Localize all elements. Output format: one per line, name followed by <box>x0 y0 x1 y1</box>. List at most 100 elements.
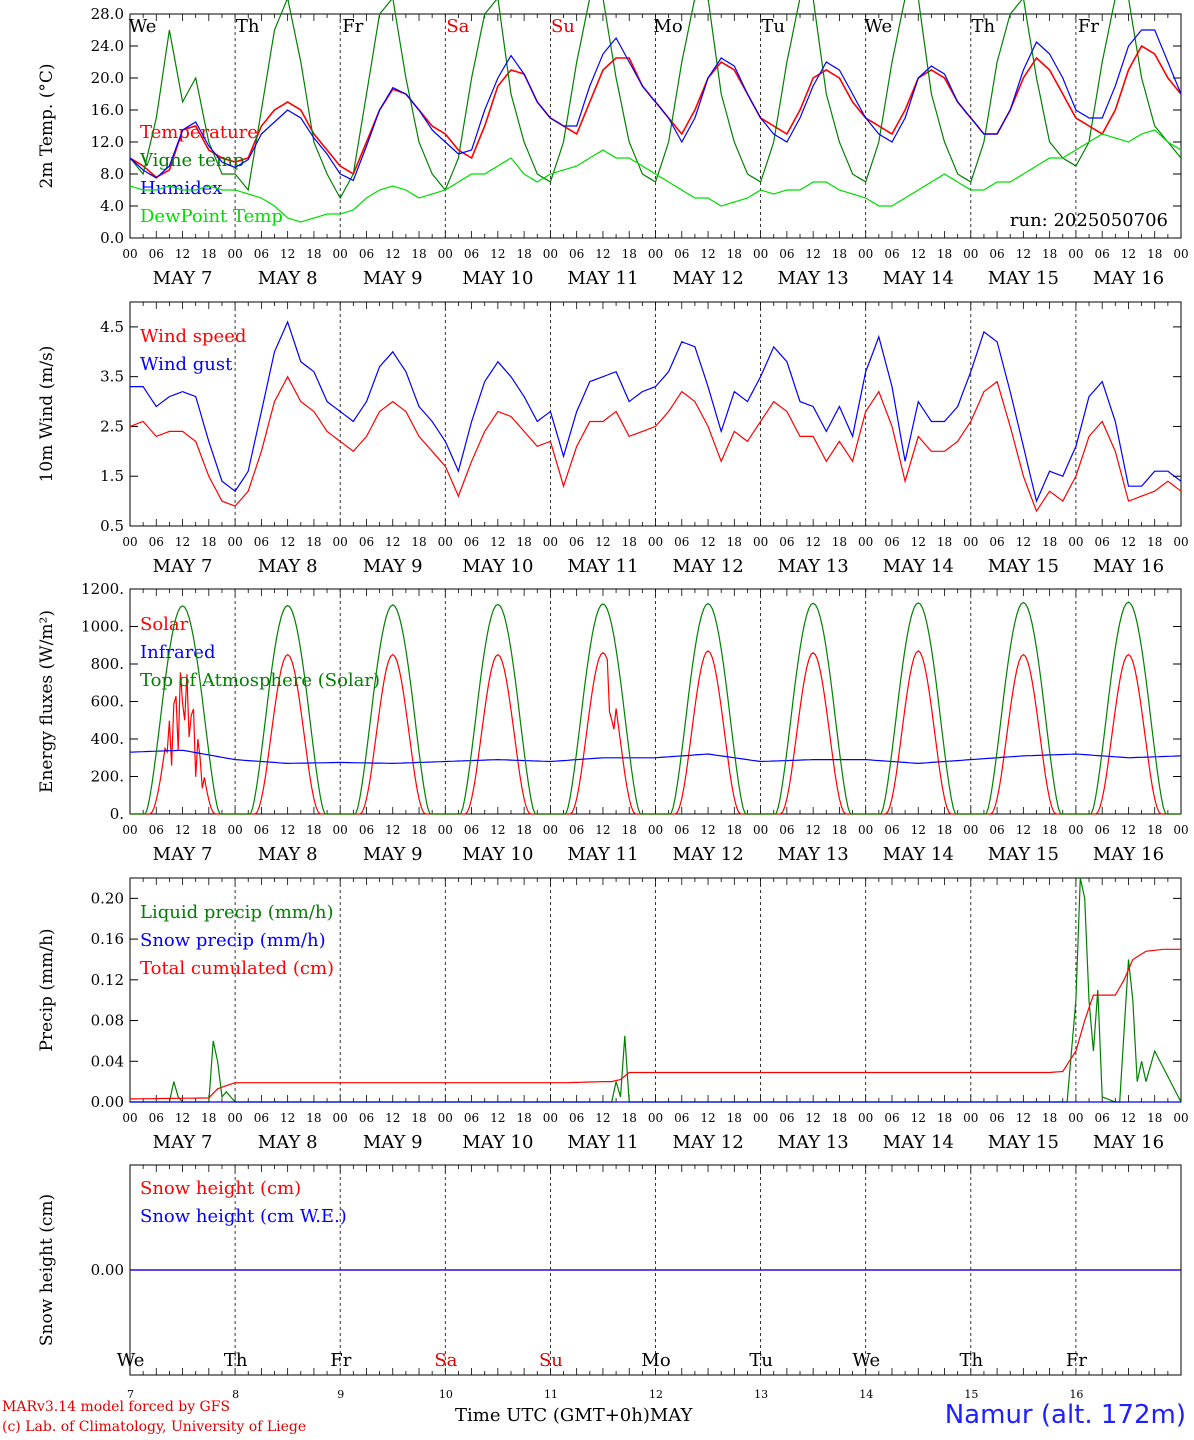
hour-tick-label: 00 <box>438 247 453 261</box>
hour-tick-label: 00 <box>227 535 242 549</box>
day-name-bottom: Tu <box>749 1350 773 1371</box>
y-axis-label: Precip (mm/h) <box>37 928 57 1051</box>
hour-tick-label: 06 <box>779 247 794 261</box>
hour-tick-label: 18 <box>516 1111 531 1125</box>
date-label: MAY 8 <box>258 844 318 865</box>
y-tick-label: 0.08 <box>91 1012 124 1030</box>
hour-tick-label: 18 <box>1042 1111 1057 1125</box>
hour-tick-label: 06 <box>359 1111 374 1125</box>
hour-tick-label: 00 <box>543 247 558 261</box>
hour-tick-label: 18 <box>1147 535 1162 549</box>
date-label: MAY 11 <box>567 556 638 577</box>
hour-tick-label: 18 <box>411 823 426 837</box>
date-label: MAY 13 <box>778 844 849 865</box>
hour-tick-label: 00 <box>227 1111 242 1125</box>
hour-tick-label: 18 <box>516 535 531 549</box>
date-label: MAY 10 <box>462 1132 533 1153</box>
panel-frame-1 <box>129 13 1182 239</box>
date-label: MAY 16 <box>1093 268 1164 289</box>
legend-snow-precip-mm-h: Snow precip (mm/h) <box>140 930 326 951</box>
date-label: MAY 14 <box>883 556 954 577</box>
hour-tick-label: 06 <box>674 823 689 837</box>
hour-tick-label: 06 <box>464 1111 479 1125</box>
series-vigne-temp <box>129 0 1182 200</box>
day-name-bottom: Mo <box>641 1350 670 1371</box>
hour-tick-label: 18 <box>306 1111 321 1125</box>
hour-tick-label: 12 <box>700 823 715 837</box>
hour-tick-label: 00 <box>227 247 242 261</box>
legend-top-of-atmosphere-solar: Top of Atmosphere (Solar) <box>140 670 380 691</box>
hour-tick-label: 12 <box>911 1111 926 1125</box>
day-number: 16 <box>1069 1388 1083 1401</box>
date-label: MAY 12 <box>672 268 743 289</box>
hour-tick-label: 00 <box>333 823 348 837</box>
hour-tick-label: 00 <box>333 535 348 549</box>
hour-tick-label: 12 <box>700 535 715 549</box>
hour-tick-label: 12 <box>911 535 926 549</box>
hour-tick-label: 06 <box>359 823 374 837</box>
hour-tick-label: 12 <box>700 1111 715 1125</box>
day-name-bottom: We <box>852 1350 880 1371</box>
hour-tick-label: 12 <box>1016 823 1031 837</box>
y-tick-label: 1200. <box>81 580 124 598</box>
hour-tick-label: 06 <box>254 247 269 261</box>
y-tick-label: 0.16 <box>91 930 124 948</box>
hour-tick-label: 06 <box>884 535 899 549</box>
hour-tick-label: 06 <box>989 535 1004 549</box>
hour-tick-label: 18 <box>1147 823 1162 837</box>
hour-tick-label: 12 <box>280 247 295 261</box>
date-label: MAY 9 <box>363 1132 423 1153</box>
legend-wind-speed: Wind speed <box>140 326 246 347</box>
day-name-bottom: Fr <box>330 1350 351 1371</box>
day-name-top: We <box>864 16 892 37</box>
hour-tick-label: 18 <box>622 247 637 261</box>
day-name-top: Tu <box>761 16 785 37</box>
hour-tick-label: 18 <box>201 247 216 261</box>
hour-tick-label: 00 <box>1068 823 1083 837</box>
hour-tick-label: 00 <box>543 535 558 549</box>
hour-tick-label: 18 <box>937 535 952 549</box>
legend-temperature: Temperature <box>140 122 258 143</box>
hour-tick-label: 06 <box>464 247 479 261</box>
hour-tick-label: 00 <box>648 823 663 837</box>
y-tick-label: 200. <box>91 768 124 786</box>
y-tick-label: 0.20 <box>91 889 124 907</box>
day-name-bottom: Th <box>960 1350 984 1371</box>
hour-tick-label: 18 <box>306 823 321 837</box>
hour-tick-label: 06 <box>254 823 269 837</box>
hour-tick-label: 06 <box>569 1111 584 1125</box>
date-label: MAY 12 <box>672 844 743 865</box>
hour-tick-label: 06 <box>149 535 164 549</box>
hour-tick-label: 18 <box>832 247 847 261</box>
date-label: MAY 16 <box>1093 1132 1164 1153</box>
credit-line-2: (c) Lab. of Climatology, University of L… <box>2 1419 307 1435</box>
date-label: MAY 7 <box>153 268 213 289</box>
y-tick-label: 0.0 <box>100 229 124 247</box>
date-label: MAY 13 <box>778 556 849 577</box>
hour-tick-label: 00 <box>648 1111 663 1125</box>
hour-tick-label: 18 <box>201 535 216 549</box>
hour-tick-label: 18 <box>1042 247 1057 261</box>
hour-tick-label: 00 <box>963 535 978 549</box>
hour-tick-label: 12 <box>175 823 190 837</box>
hour-tick-label: 06 <box>149 247 164 261</box>
hour-tick-label: 12 <box>385 1111 400 1125</box>
day-name-top: Mo <box>653 16 682 37</box>
series-total-cumulated-cm <box>130 948 1181 1100</box>
hour-tick-label: 18 <box>1042 535 1057 549</box>
date-label: MAY 16 <box>1093 556 1164 577</box>
hour-tick-label: 00 <box>963 1111 978 1125</box>
hour-tick-label: 06 <box>674 535 689 549</box>
date-label: MAY 11 <box>567 268 638 289</box>
date-label: MAY 9 <box>363 268 423 289</box>
y-tick-label: 8.0 <box>100 165 124 183</box>
date-label: MAY 7 <box>153 1132 213 1153</box>
hour-tick-label: 18 <box>306 247 321 261</box>
y-tick-label: 3.5 <box>100 368 124 386</box>
hour-tick-label: 12 <box>280 1111 295 1125</box>
day-number: 12 <box>649 1388 663 1401</box>
station-name: Namur (alt. 172m) <box>944 1400 1186 1430</box>
hour-tick-label: 06 <box>884 823 899 837</box>
y-tick-label: 0.00 <box>91 1261 124 1279</box>
hour-tick-label: 00 <box>333 1111 348 1125</box>
